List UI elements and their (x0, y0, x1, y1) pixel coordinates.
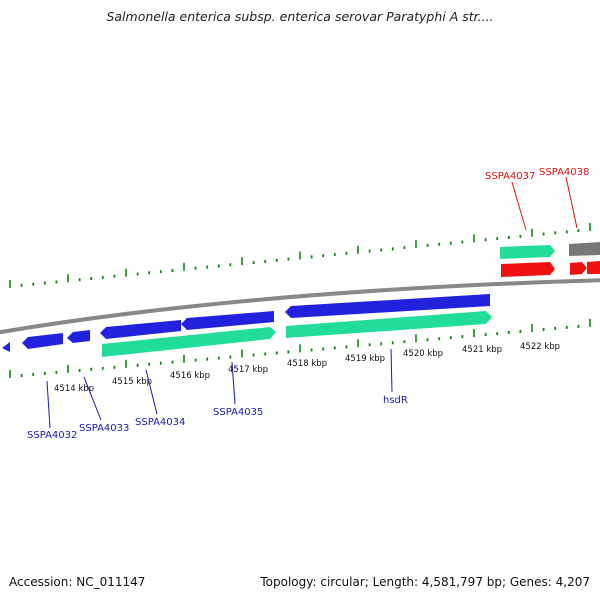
gene-arrow-sspa4037[interactable] (501, 262, 555, 277)
tick-label-4519: 4519 kbp (345, 354, 385, 364)
gene-arrow-sspa4032[interactable] (22, 333, 63, 349)
tick-label-4515: 4515 kbp (112, 377, 152, 387)
genome-summary-text: Topology: circular; Length: 4,581,797 bp… (260, 575, 590, 589)
gene-label-sspa4032[interactable]: SSPA4032 (27, 430, 77, 441)
connector-sspa4038 (565, 176, 578, 229)
gene-arrow-sspa4038[interactable] (570, 262, 587, 275)
tick-label-4518: 4518 kbp (287, 359, 327, 369)
genome-title: Salmonella enterica subsp. enterica sero… (106, 9, 494, 24)
tick-label-4520: 4520 kbp (403, 349, 443, 359)
tick-label-4517: 4517 kbp (228, 365, 268, 375)
gene-label-sspa4033[interactable]: SSPA4033 (79, 423, 129, 434)
kbp-tick-labels: 4514 kbp 4515 kbp 4516 kbp 4517 kbp 4518… (54, 342, 560, 394)
gene-arrow-sspa4033[interactable] (67, 330, 90, 343)
gene-label-hsdr[interactable]: hsdR (383, 395, 408, 406)
gene-arrow[interactable] (587, 261, 600, 274)
connector-sspa4037 (511, 181, 527, 231)
gene-arrow[interactable] (2, 342, 10, 352)
gene-arrow-reverse[interactable] (500, 245, 555, 259)
gene-arrow-reverse[interactable] (286, 311, 492, 338)
tick-label-4522: 4522 kbp (520, 342, 560, 352)
connector-hsdr (390, 348, 393, 393)
accession-text: Accession: NC_011147 (9, 575, 146, 589)
gene-label-sspa4034[interactable]: SSPA4034 (135, 417, 185, 428)
highlighted-genes (501, 242, 600, 277)
tick-label-4521: 4521 kbp (462, 345, 502, 355)
gene-label-sspa4038[interactable]: SSPA4038 (539, 167, 589, 178)
upper-tick-track (9, 223, 591, 288)
gene-labels: SSPA4032 SSPA4033 SSPA4034 SSPA4035 hsdR… (27, 167, 589, 441)
connector-sspa4034 (145, 369, 158, 415)
lower-tick-track (9, 318, 591, 378)
connector-sspa4035 (231, 361, 236, 405)
forward-strand-genes (2, 294, 490, 352)
genome-backbone (0, 278, 600, 335)
gray-feature (569, 242, 600, 256)
gene-arrow-hsdr[interactable] (285, 294, 490, 318)
gene-label-sspa4035[interactable]: SSPA4035 (213, 407, 263, 418)
connector-sspa4033 (83, 376, 102, 421)
gene-arrow-sspa4035[interactable] (181, 311, 274, 330)
gene-arrow-sspa4034[interactable] (100, 320, 181, 339)
gene-label-connectors (46, 176, 578, 429)
tick-label-4514: 4514 kbp (54, 384, 94, 394)
tick-label-4516: 4516 kbp (170, 371, 210, 381)
reverse-strand-genes (102, 245, 555, 357)
connector-sspa4032 (46, 380, 51, 429)
gene-label-sspa4037[interactable]: SSPA4037 (485, 171, 535, 182)
gene-arrow-reverse[interactable] (102, 327, 276, 357)
